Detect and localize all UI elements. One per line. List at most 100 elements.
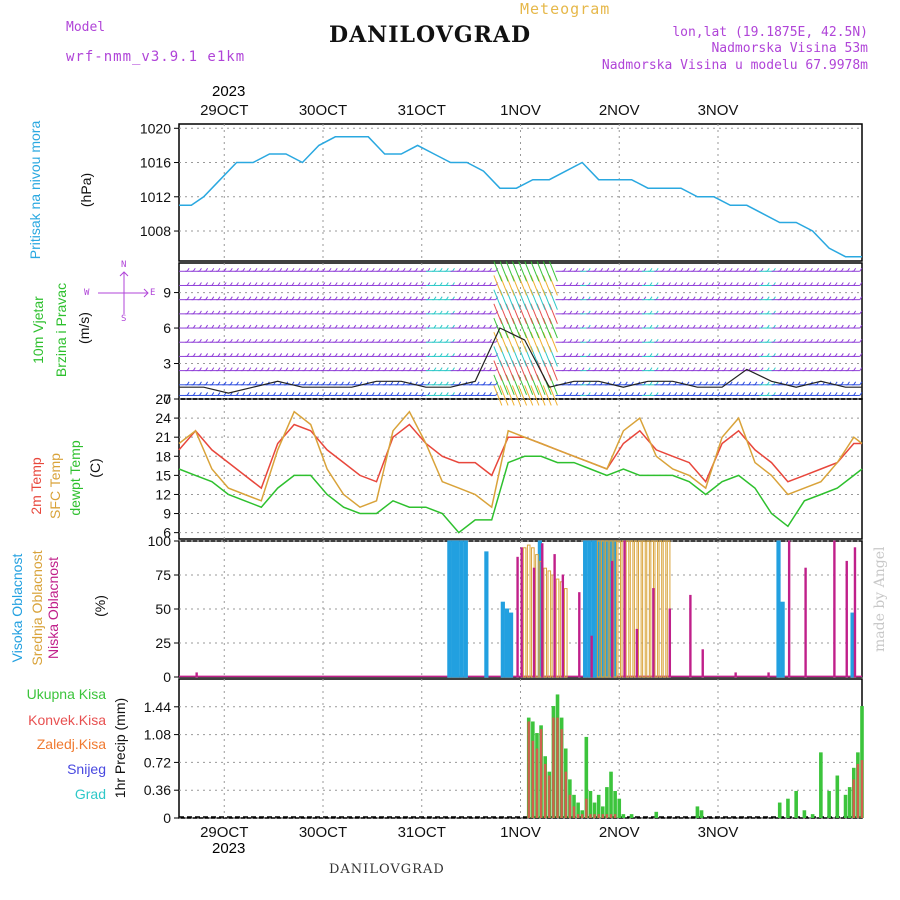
precip-conv-bar [564,771,567,818]
cloud-bar-1 [638,540,642,678]
precip-conv-bar [585,798,588,818]
precip-total-bar [695,806,700,818]
cloud-bar-1 [522,547,527,678]
cloud-bar-0 [447,540,452,678]
cloud-bar-2 [833,540,836,678]
wind-barb [493,346,503,367]
cloud-bar-2 [611,560,614,678]
cloud-bar-2 [520,547,523,678]
cloud-bar-1 [662,540,667,678]
model-altitude-label: Nadmorska Visina u modelu 67.9978m [601,58,868,73]
precip-conv-bar [613,814,617,818]
wind-barb [493,261,503,282]
cloud-bar-0 [776,540,781,678]
precip-conv-bar [605,814,609,818]
date-tick-top: 31OCT [398,102,446,119]
legend-total-precip: Ukupna Kisa [26,686,106,702]
temperature-ytick-label: 15 [155,467,171,483]
cloud-ytick-label: 100 [148,533,172,549]
cloud-bar-1 [654,540,659,678]
precip-total-bar [847,787,852,818]
precip-total-bar [794,790,798,818]
cloud-bar-2 [701,649,704,678]
wind-barb [536,385,546,406]
wind-barb [493,332,503,353]
lonlat-label: lon,lat (19.1875E, 42.5N) [672,25,868,40]
cloud-bar-2 [623,540,626,678]
wind-barb [536,261,546,282]
cloud-bar-2 [578,592,581,678]
precip-ytick-label: 1.08 [144,727,171,743]
date-tick-bottom: 3NOV [698,824,739,841]
legend-frozen-precip: Zaledj.Kisa [36,736,106,752]
precip-ytick-label: 0.72 [144,754,171,770]
precip-total-bar [613,790,617,818]
cloud-bar-2 [553,554,556,678]
wind-barb [518,385,528,406]
wind-barb-flag [859,381,863,386]
pressure-ytick-label: 1008 [140,223,171,239]
cloud-ytick-label: 75 [155,567,171,583]
precip-conv-bar [593,814,596,818]
wind-barb [493,317,503,339]
precip-ytick-label: 1.44 [144,699,171,715]
precip-total-bar [609,771,613,818]
wind-barb [493,303,503,325]
precip-total-bar [572,794,576,818]
cloud-bar-1 [605,540,609,678]
precip-conv-bar [597,814,600,818]
wind-ytick-label: 9 [163,285,171,301]
precip-total-bar [621,814,626,818]
wind-barb [530,261,540,282]
wind-barb [548,385,558,406]
cloud-bar-0 [508,612,514,678]
cloud-bar-0 [463,540,468,678]
precip-total-bar [699,810,704,818]
cloud-bar-0 [850,612,855,678]
precip-conv-bar [852,779,855,818]
station-title: DANILOVGRAD [329,22,532,48]
wind-barb-flag [859,353,863,357]
cloud-bar-1 [535,554,539,678]
cloud-bar-1 [563,588,568,678]
compass-north: N [121,260,127,270]
cloud-bar-1 [596,540,601,678]
precip-total-bar [596,794,601,818]
date-tick-bottom: 2NOV [599,824,640,841]
precip-conv-bar [527,721,530,818]
legend-conv-precip: Konvek.Kisa [28,712,106,728]
product-title: Meteogram [520,0,611,18]
date-tick-bottom: 31OCT [398,824,446,841]
wind-barb [499,385,509,406]
precip-conv-bar [535,748,539,818]
pressure-line [179,136,862,258]
pressure-ytick-label: 1012 [140,189,171,205]
wind-barb [499,261,509,282]
wind-barb [505,261,515,282]
cloud-bar-1 [543,567,547,678]
precip-total-bar [584,736,589,818]
precip-total-bar [629,814,634,818]
precip-total-bar [835,775,840,818]
legend-snow: Snijeg [67,761,106,777]
temperature-ytick-label: 12 [155,486,171,502]
wind-ytick-label: 3 [163,356,171,372]
cloud-bar-1 [633,540,638,678]
temperature-ytick-label: 9 [163,506,171,522]
cloud-bar-2 [516,556,519,678]
precip-conv-bar [568,794,572,818]
cloud-bar-0 [591,540,596,678]
cloud-bar-1 [613,540,617,678]
wind-barb [493,360,503,381]
footer-station: DANILOVGRAD [329,862,445,877]
precip-conv-bar [601,814,604,818]
precip-total-bar [605,787,609,818]
cloud-bar-0 [780,601,785,678]
cloud-bar-1 [600,540,605,678]
precip-total-bar [617,798,622,818]
precip-total-bar [576,802,580,818]
precip-conv-bar [548,775,551,818]
precip-total-bar [654,811,659,818]
altitude-label: Nadmorska Visina 53m [711,41,868,56]
cloud-bar-1 [617,540,622,678]
